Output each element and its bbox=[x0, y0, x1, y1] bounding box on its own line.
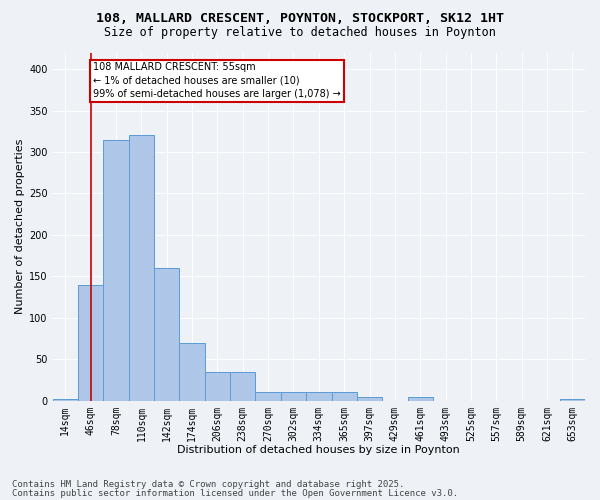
Bar bbox=[306, 392, 332, 400]
Bar bbox=[230, 372, 256, 400]
Bar bbox=[281, 392, 306, 400]
Bar bbox=[53, 399, 78, 400]
Bar bbox=[205, 372, 230, 400]
Bar bbox=[256, 392, 281, 400]
Bar bbox=[179, 342, 205, 400]
Bar bbox=[129, 136, 154, 400]
Text: 108 MALLARD CRESCENT: 55sqm
← 1% of detached houses are smaller (10)
99% of semi: 108 MALLARD CRESCENT: 55sqm ← 1% of deta… bbox=[93, 62, 341, 99]
Bar bbox=[78, 284, 103, 401]
Bar bbox=[332, 392, 357, 400]
Bar bbox=[154, 268, 179, 400]
Text: Size of property relative to detached houses in Poynton: Size of property relative to detached ho… bbox=[104, 26, 496, 39]
Text: Contains public sector information licensed under the Open Government Licence v3: Contains public sector information licen… bbox=[12, 489, 458, 498]
Bar bbox=[103, 140, 129, 400]
Bar bbox=[407, 396, 433, 400]
Y-axis label: Number of detached properties: Number of detached properties bbox=[15, 139, 25, 314]
Text: 108, MALLARD CRESCENT, POYNTON, STOCKPORT, SK12 1HT: 108, MALLARD CRESCENT, POYNTON, STOCKPOR… bbox=[96, 12, 504, 26]
X-axis label: Distribution of detached houses by size in Poynton: Distribution of detached houses by size … bbox=[178, 445, 460, 455]
Bar bbox=[357, 396, 382, 400]
Bar bbox=[560, 399, 585, 400]
Text: Contains HM Land Registry data © Crown copyright and database right 2025.: Contains HM Land Registry data © Crown c… bbox=[12, 480, 404, 489]
